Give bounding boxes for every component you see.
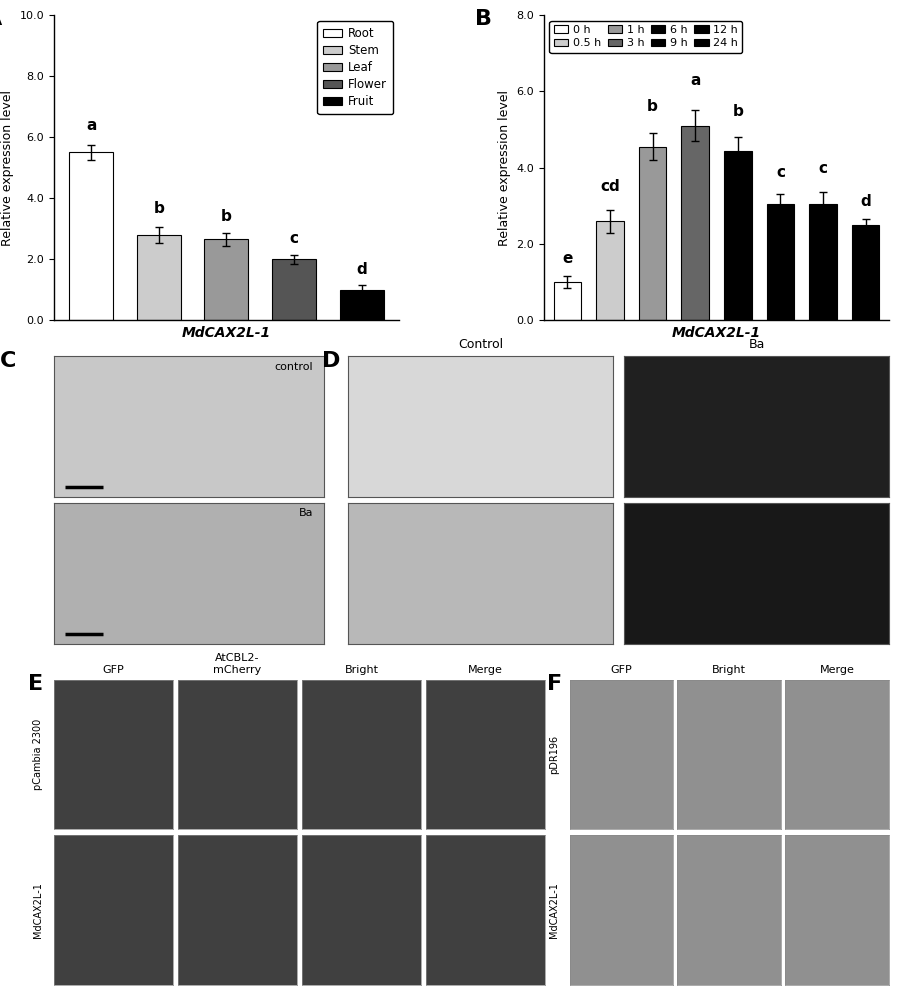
- Text: Bright: Bright: [712, 665, 746, 675]
- Text: Merge: Merge: [468, 665, 503, 675]
- Text: c: c: [818, 161, 827, 176]
- Bar: [851, 225, 879, 320]
- Text: MdCAX2L-1: MdCAX2L-1: [549, 882, 559, 938]
- Text: Ba: Ba: [748, 338, 765, 351]
- Bar: [596, 221, 624, 320]
- Text: a: a: [690, 73, 700, 88]
- Legend: Root, Stem, Leaf, Flower, Fruit: Root, Stem, Leaf, Flower, Fruit: [318, 21, 393, 114]
- Y-axis label: Relative expression level: Relative expression level: [497, 90, 511, 246]
- Text: pCambia 2300: pCambia 2300: [33, 719, 43, 790]
- Text: b: b: [221, 209, 232, 224]
- Text: e: e: [562, 251, 573, 266]
- Text: a: a: [86, 118, 96, 133]
- Text: pDR196: pDR196: [549, 735, 559, 774]
- Bar: [205, 239, 249, 320]
- Y-axis label: Relative expression level: Relative expression level: [1, 90, 14, 246]
- X-axis label: MdCAX2L-1: MdCAX2L-1: [182, 326, 271, 340]
- Text: E: E: [28, 674, 43, 694]
- Legend: 0 h, 0.5 h, 1 h, 3 h, 6 h, 9 h, 12 h, 24 h: 0 h, 0.5 h, 1 h, 3 h, 6 h, 9 h, 12 h, 24…: [550, 21, 743, 53]
- Bar: [272, 259, 316, 320]
- Text: d: d: [357, 262, 367, 277]
- Text: control: control: [275, 362, 313, 372]
- Text: AtCBL2-
mCherry: AtCBL2- mCherry: [214, 653, 261, 675]
- Bar: [638, 147, 666, 320]
- Text: b: b: [733, 104, 744, 119]
- Text: D: D: [322, 351, 340, 371]
- Text: MdCAX2L-1: MdCAX2L-1: [33, 882, 43, 938]
- Text: b: b: [154, 201, 164, 216]
- Text: Merge: Merge: [820, 665, 855, 675]
- Bar: [553, 282, 581, 320]
- Text: Ba: Ba: [299, 508, 313, 518]
- X-axis label: MdCAX2L-1: MdCAX2L-1: [672, 326, 761, 340]
- Bar: [136, 235, 180, 320]
- Bar: [809, 204, 837, 320]
- Text: c: c: [776, 165, 785, 180]
- Text: GFP: GFP: [102, 665, 125, 675]
- Text: C: C: [0, 351, 16, 371]
- Bar: [682, 126, 709, 320]
- Text: d: d: [860, 194, 871, 209]
- Text: c: c: [289, 231, 299, 246]
- Text: B: B: [475, 9, 492, 29]
- Text: GFP: GFP: [611, 665, 632, 675]
- Text: Bright: Bright: [345, 665, 379, 675]
- Bar: [724, 151, 752, 320]
- Text: F: F: [547, 674, 562, 694]
- Bar: [339, 290, 383, 320]
- Bar: [767, 204, 794, 320]
- Text: b: b: [647, 99, 658, 114]
- Text: Control: Control: [458, 338, 504, 351]
- Bar: [69, 152, 113, 320]
- Text: cd: cd: [600, 179, 620, 194]
- Text: A: A: [0, 9, 2, 29]
